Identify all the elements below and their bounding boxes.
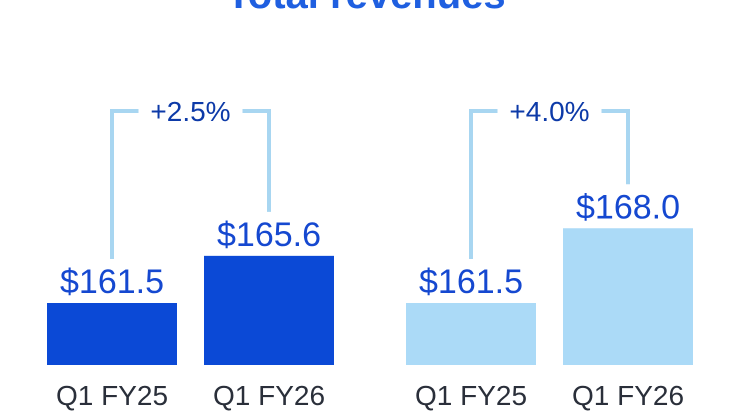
bar (204, 255, 334, 365)
bar (47, 303, 177, 365)
category-label: Q1 FY26 (572, 380, 684, 411)
change-bracket-left (469, 109, 498, 259)
category-label: Q1 FY25 (415, 380, 527, 411)
value-label: $168.0 (576, 188, 680, 226)
change-label: +4.0% (509, 96, 589, 127)
category-label: Q1 FY26 (213, 380, 325, 411)
change-bracket-right (601, 109, 630, 185)
value-label: $165.6 (217, 216, 321, 254)
value-label: $161.5 (60, 263, 164, 301)
bar (406, 303, 536, 365)
change-bracket-left (110, 109, 139, 259)
category-label: Q1 FY25 (56, 380, 168, 411)
bar-groups: $161.5 Q1 FY25 $165.6 Q1 FY26 +2.5% $161.5 Q1 … (47, 96, 693, 411)
chart-title: Total revenues (226, 0, 505, 17)
bar-group-1: $161.5 Q1 FY25 $165.6 Q1 FY26 +2.5% (47, 96, 334, 411)
value-label: $161.5 (419, 263, 523, 301)
change-label: +2.5% (150, 96, 230, 127)
bar-group-2: $161.5 Q1 FY25 $168.0 Q1 FY26 +4.0% (406, 96, 693, 411)
bar (563, 228, 693, 365)
change-bracket-right (242, 109, 271, 212)
